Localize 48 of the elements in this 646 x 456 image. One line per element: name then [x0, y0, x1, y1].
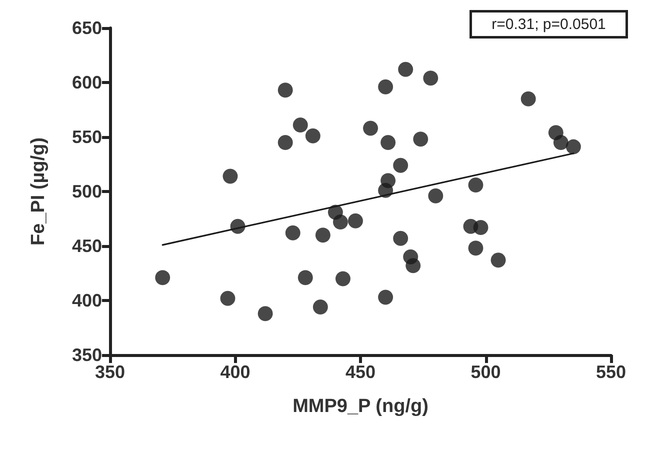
y-tick-label: 450: [72, 236, 102, 256]
point: [315, 228, 330, 243]
y-tick-label: 650: [72, 18, 102, 38]
point: [155, 270, 170, 286]
point: [398, 62, 414, 77]
point: [312, 300, 328, 315]
point: [468, 240, 484, 256]
point: [468, 177, 484, 192]
point: [380, 134, 396, 150]
x-tick-label: 400: [220, 362, 250, 382]
point: [566, 139, 581, 154]
y-tick-label: 550: [72, 127, 102, 147]
point: [285, 225, 300, 240]
point: [378, 290, 394, 305]
point: [220, 290, 236, 306]
point: [278, 134, 293, 150]
y-tick-label: 400: [72, 290, 102, 310]
point: [292, 118, 308, 133]
point: [378, 79, 394, 94]
point: [553, 134, 568, 150]
point: [335, 271, 350, 286]
point: [428, 188, 444, 204]
x-axis-title: MMP9_P (ng/g): [292, 396, 428, 417]
point: [222, 168, 238, 184]
y-axis-title: Fe_PI (µg/g): [28, 137, 49, 246]
point: [406, 258, 421, 274]
x-tick-label: 500: [470, 362, 501, 382]
point: [490, 252, 506, 268]
point: [393, 230, 408, 246]
point: [298, 270, 313, 286]
point: [423, 70, 438, 86]
x-tick-label: 350: [94, 362, 126, 382]
point: [258, 306, 273, 322]
point: [305, 128, 320, 144]
annotation: r=0.31; p=0.0501: [492, 16, 606, 33]
point: [332, 214, 348, 230]
point: [278, 82, 293, 98]
x-tick-label: 550: [596, 362, 626, 382]
point: [363, 120, 378, 136]
point: [520, 91, 536, 106]
y-tick-label: 600: [72, 72, 102, 92]
x-tick-label: 450: [345, 362, 376, 382]
point: [348, 213, 363, 228]
y-tick-label: 350: [72, 345, 102, 365]
point: [413, 132, 428, 147]
point: [393, 158, 408, 173]
point: [473, 220, 488, 235]
y-tick-label: 500: [72, 182, 102, 202]
